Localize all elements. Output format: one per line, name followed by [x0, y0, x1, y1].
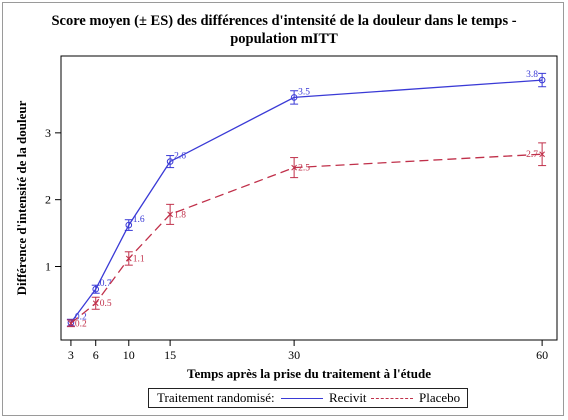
data-point-marker — [539, 151, 545, 158]
chart-title-line-1: Score moyen (± ES) des différences d'int… — [51, 13, 517, 29]
data-label: 1.1 — [133, 254, 145, 264]
series-layer: 0.2 0.7 1.6 2.6 3.5 3.8 0.2 0.5 1.1 1.8 2.5 2.7 — [66, 70, 547, 329]
series-line-recivit — [70, 79, 543, 323]
data-label: 3.5 — [298, 87, 310, 97]
x-tick-label: 60 — [536, 348, 548, 362]
legend: Traitement randomisé: Recivit Placebo — [148, 388, 468, 408]
data-label: 2.7 — [526, 150, 538, 160]
x-tick-label: 3 — [68, 348, 74, 362]
data-point-marker — [125, 221, 133, 229]
x-tick-label: 15 — [164, 348, 176, 362]
series-line-placebo — [70, 153, 543, 324]
data-point-marker — [290, 94, 298, 101]
data-point-marker — [538, 76, 546, 84]
data-label: 0.2 — [75, 319, 87, 329]
y-tick-label: 1 — [45, 259, 51, 273]
legend-label-placebo: Placebo — [419, 390, 461, 405]
x-tick-label: 6 — [93, 348, 99, 362]
y-tick-label: 3 — [45, 126, 51, 140]
legend-line-placebo — [371, 398, 413, 399]
data-point-marker — [166, 158, 174, 165]
data-point-marker — [167, 211, 173, 218]
series-recivit: 0.2 0.7 1.6 2.6 3.5 3.8 — [66, 70, 547, 327]
chart-title: Score moyen (± ES) des différences d'int… — [0, 12, 568, 48]
data-label: 1.8 — [174, 210, 186, 220]
x-tick-label: 10 — [123, 348, 135, 362]
data-label: 2.6 — [174, 152, 186, 162]
data-point-marker — [68, 320, 74, 327]
x-axis-label: Temps après la prise du traitement à l'é… — [187, 366, 431, 381]
x-tick-label: 30 — [288, 348, 300, 362]
plot-area — [60, 55, 558, 341]
axes: 3 6 10 15 30 60 1 2 3 — [45, 126, 548, 362]
data-point-marker — [125, 255, 132, 262]
legend-line-recivit — [281, 398, 323, 399]
legend-label-recivit: Recivit — [329, 390, 367, 405]
data-point-marker — [291, 164, 297, 171]
data-point-marker — [92, 300, 99, 307]
data-label: 2.5 — [298, 164, 310, 174]
series-placebo: 0.2 0.5 1.1 1.8 2.5 2.7 — [66, 142, 547, 329]
data-label: 0.5 — [100, 299, 112, 309]
chart-title-line-2: population mITT — [230, 31, 338, 47]
y-axis-label: Différence d'intensité de la douleur — [14, 100, 29, 295]
y-tick-label: 2 — [45, 193, 51, 207]
data-label: 3.8 — [526, 70, 538, 80]
legend-title: Traitement randomisé: — [157, 390, 275, 405]
data-label: 0.7 — [100, 279, 112, 289]
data-label: 1.6 — [133, 215, 145, 225]
data-label: 0.2 — [75, 313, 87, 323]
data-point-marker — [92, 285, 100, 293]
